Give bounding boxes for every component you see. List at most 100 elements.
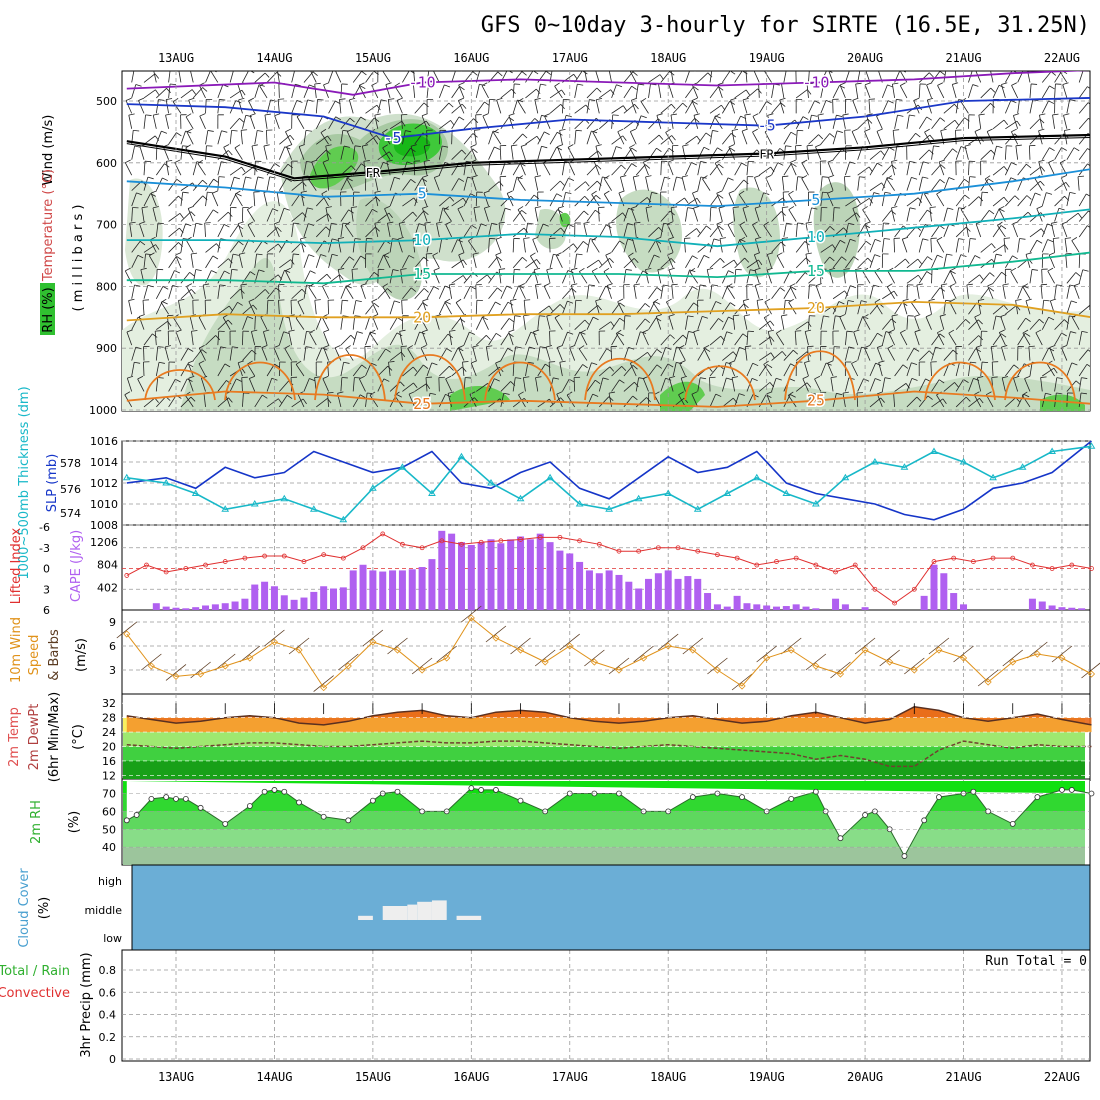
wind-barb	[721, 101, 730, 114]
wind-barb	[217, 176, 220, 191]
wind-barb	[805, 252, 812, 255]
wind-barb	[980, 331, 982, 346]
precip-tick: 0.4	[99, 1009, 117, 1022]
wind-barb	[307, 99, 314, 102]
wind-barb	[315, 99, 318, 114]
warm-lobe	[314, 354, 386, 401]
wind-barb	[909, 207, 916, 210]
wind-barb	[1049, 85, 1055, 90]
wind-barb	[229, 302, 238, 315]
wind-barb	[155, 89, 160, 95]
wind-barb	[433, 270, 440, 284]
wind-barb	[598, 286, 606, 299]
wind-barb	[894, 225, 904, 238]
wind-barb	[943, 254, 947, 268]
wind-barb	[752, 113, 759, 117]
wind-barb	[574, 319, 586, 330]
wind-barb	[669, 334, 675, 339]
wind-barb	[746, 363, 754, 377]
wind-barb	[549, 193, 557, 207]
wind-barb	[302, 212, 307, 218]
wind-barb	[500, 333, 509, 346]
wind-barb	[217, 363, 226, 377]
wind-barb	[148, 255, 157, 269]
wind-barb	[685, 207, 688, 222]
wind-barb	[374, 176, 379, 191]
wind-barb-10m	[190, 661, 211, 679]
wind-barb	[1013, 375, 1020, 379]
li-marker	[577, 538, 583, 544]
wind-barb	[510, 298, 517, 301]
wind-barb	[414, 288, 425, 300]
wind-barb	[711, 284, 718, 287]
wind-barb	[389, 177, 395, 191]
wind-barb	[918, 83, 921, 98]
wind-barb	[1000, 314, 1007, 317]
wind-barb	[937, 329, 943, 334]
cape-bar	[1068, 607, 1076, 610]
wind-barb	[262, 394, 268, 399]
wind-barb	[186, 128, 193, 133]
wind-barb	[775, 377, 782, 381]
wind-barb	[746, 269, 751, 284]
cape-bar	[930, 564, 938, 610]
ylabel-minmax: (6hr Min/Max)	[47, 692, 62, 782]
wind-barb	[351, 206, 358, 209]
wind-barb	[420, 347, 428, 361]
wind-barb	[955, 362, 960, 377]
rh-tick: 60	[102, 805, 116, 818]
wind-barb	[990, 103, 996, 108]
wind-barb	[976, 344, 982, 348]
wind-barb	[347, 128, 353, 132]
rh-marker	[478, 787, 485, 793]
wind-barb	[400, 345, 408, 348]
wind-barb	[203, 283, 210, 286]
wind-barb	[278, 284, 280, 299]
wind-barb	[359, 378, 366, 392]
wind-barb	[820, 256, 830, 269]
wind-barb	[734, 71, 743, 83]
wind-barb	[365, 117, 375, 130]
wind-barb	[143, 135, 156, 145]
wind-barb	[1022, 286, 1031, 299]
wind-barb	[955, 71, 957, 83]
wind-barb	[746, 88, 758, 99]
li-marker	[163, 569, 169, 575]
wind-barb	[161, 130, 168, 134]
wind-barb	[734, 239, 741, 253]
wind-barb	[868, 166, 873, 172]
wind-barb	[348, 99, 354, 114]
wind-barb	[703, 254, 710, 259]
wind-barb	[520, 146, 526, 160]
wind-barb	[432, 252, 439, 256]
wind-barb	[758, 83, 760, 98]
wind-barb	[1078, 377, 1082, 392]
wind-barb	[494, 378, 500, 382]
wind-barb	[239, 252, 246, 255]
wind-barb	[646, 197, 652, 203]
wind-barb	[388, 151, 394, 157]
wind-barb	[974, 128, 981, 132]
thickness-marker	[398, 463, 407, 470]
cape-bar	[595, 573, 603, 610]
wind-barb	[1035, 329, 1042, 334]
wind-barb	[998, 208, 1005, 212]
wind-barb	[286, 144, 293, 148]
wind-barb	[759, 336, 771, 346]
isotherm-label: 25	[807, 392, 825, 410]
wind-barb	[672, 362, 677, 377]
wind-barb	[472, 345, 479, 348]
wind-barb	[596, 97, 603, 101]
wind-barb	[458, 344, 465, 349]
wind-marker	[590, 658, 598, 666]
wind-barb	[346, 178, 354, 191]
wind-barb	[323, 331, 329, 346]
wind-barb	[668, 314, 675, 317]
wind-barb	[980, 103, 991, 114]
li-marker	[419, 545, 425, 551]
wind-barb	[635, 397, 647, 408]
wind-barb	[327, 213, 332, 220]
wind-barb-10m	[288, 637, 310, 655]
wind-barb	[881, 84, 888, 99]
wind-barb	[943, 207, 948, 222]
